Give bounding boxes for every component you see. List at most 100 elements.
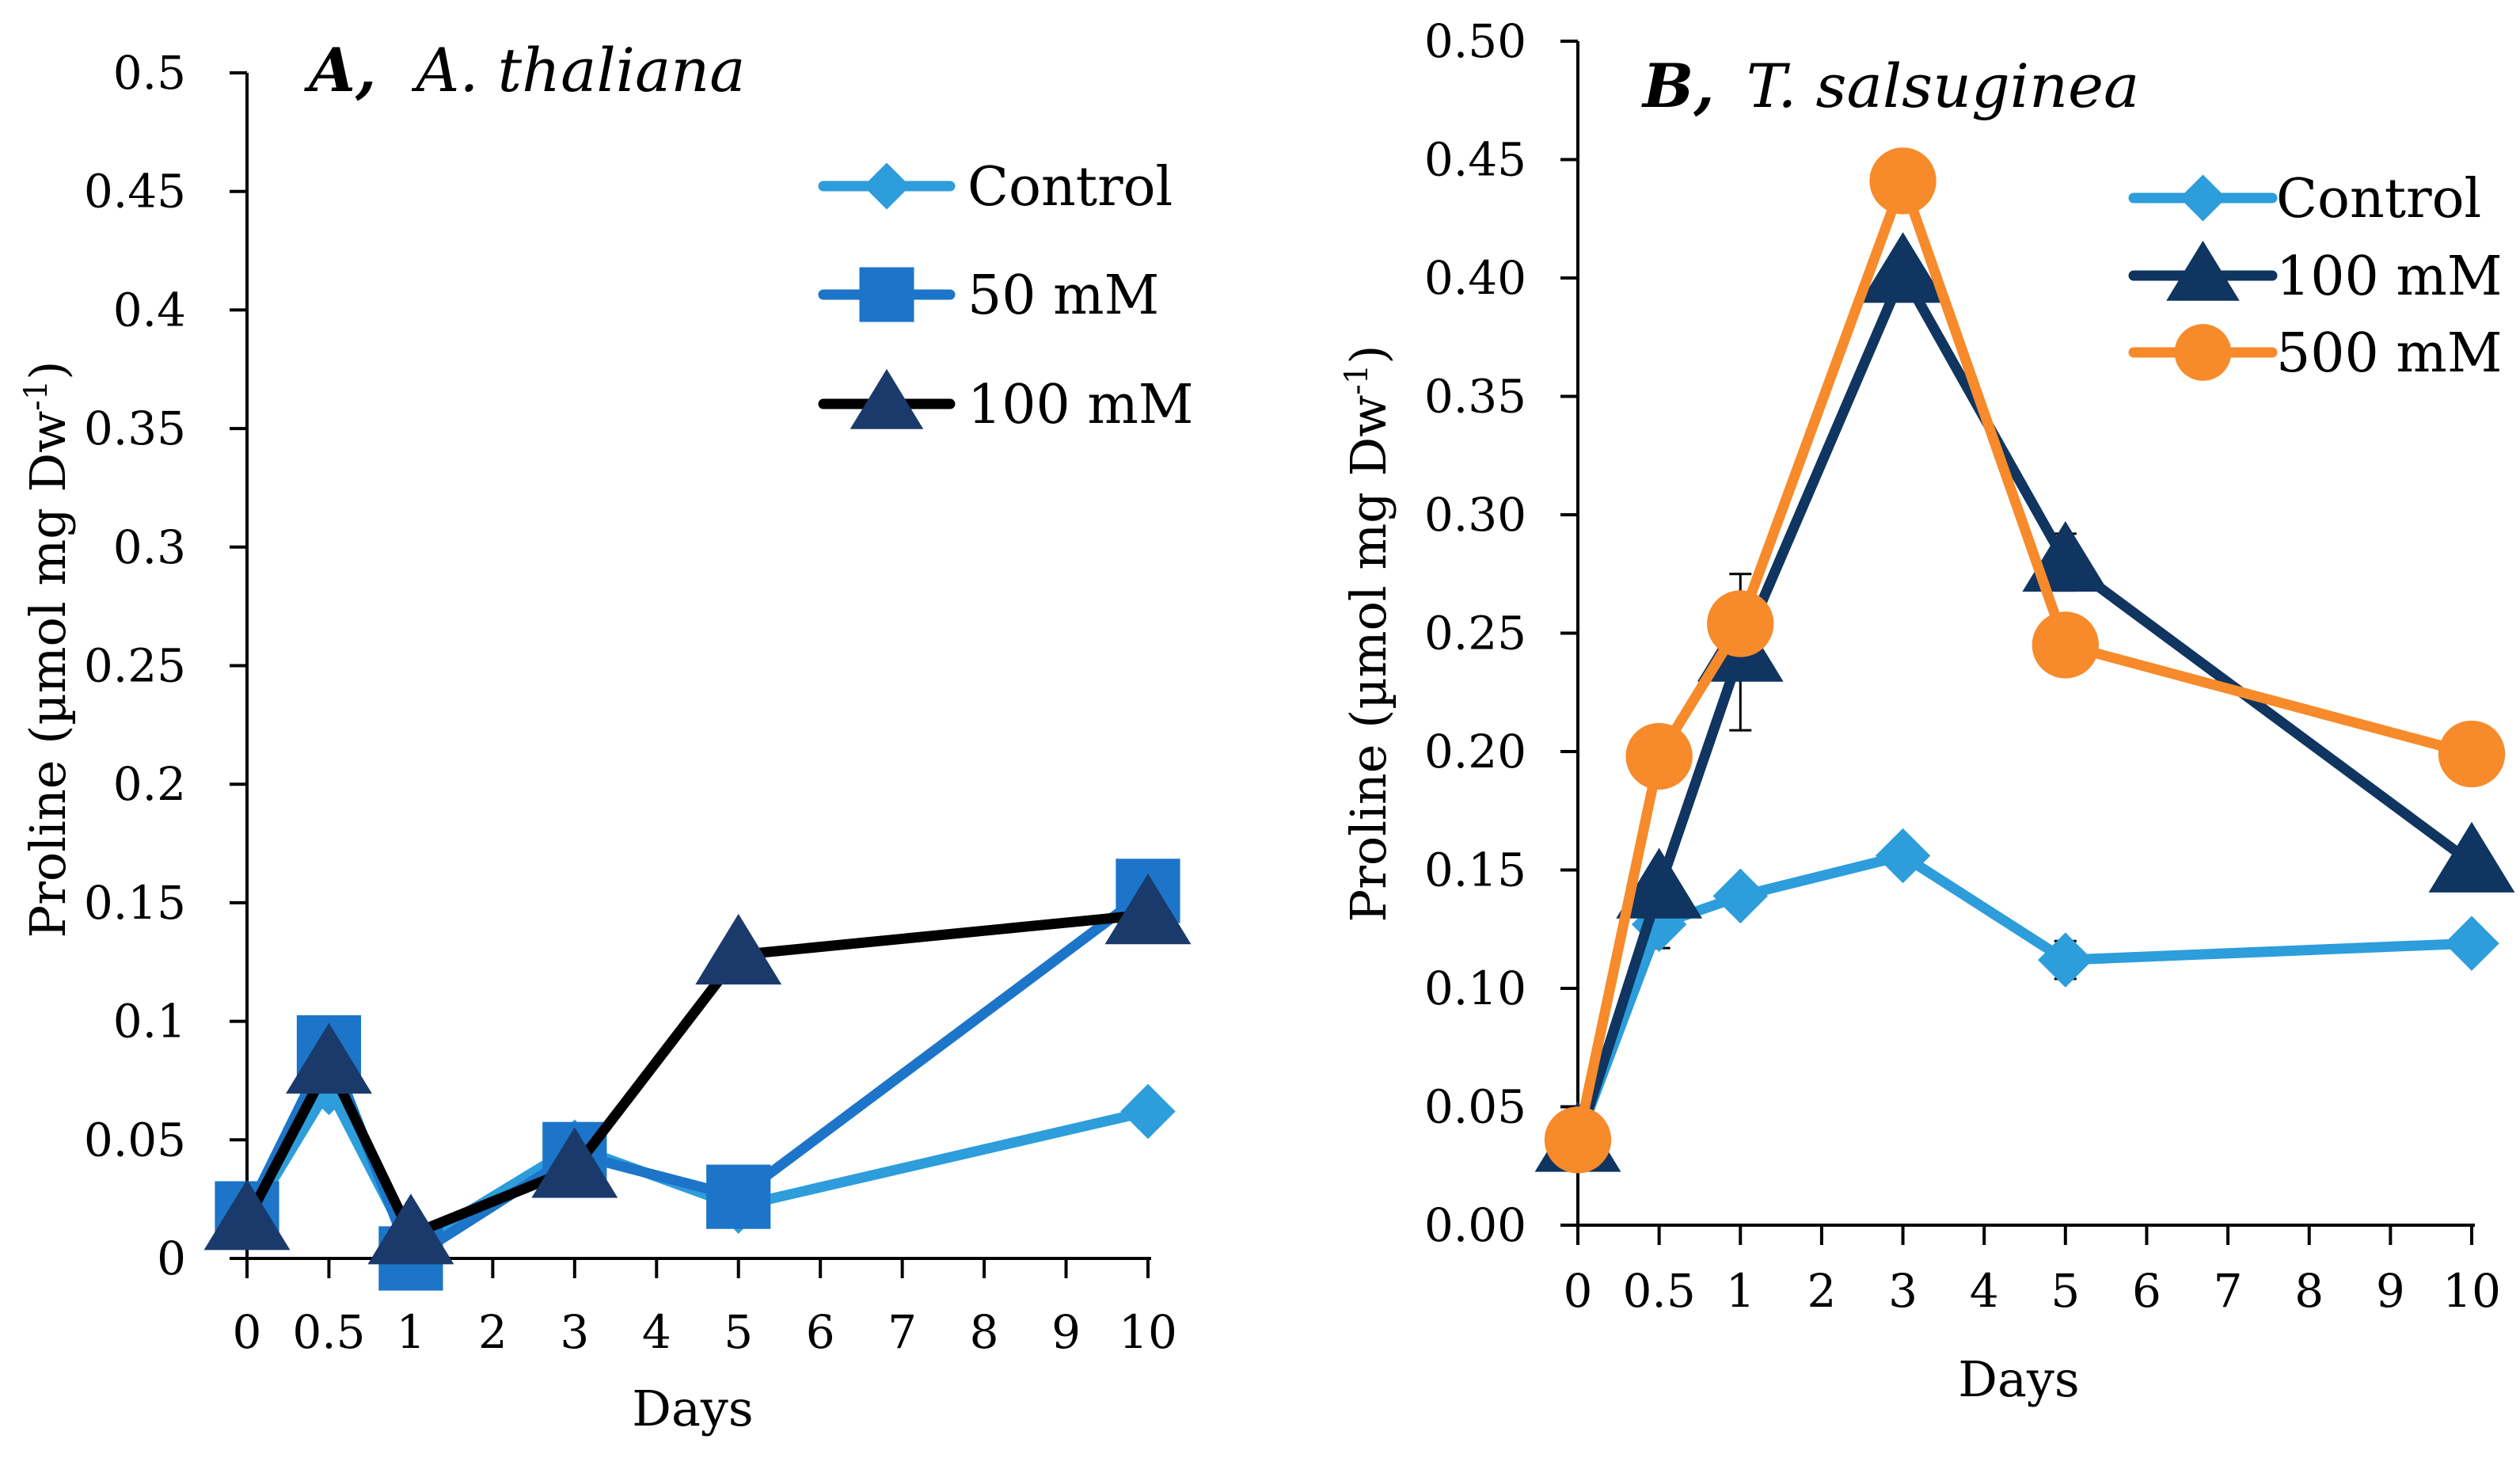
panel-b-y-axis-title: Proline (µmol mg Dw-1) — [1339, 345, 1397, 923]
panel-a-legend: Control 50 mM 100 mM — [818, 156, 1194, 436]
y-tick-label: 0.15 — [84, 876, 186, 930]
y-tick-label: 0.30 — [1424, 488, 1526, 542]
series-500-mm — [1544, 147, 2506, 1174]
x-tick-label: 0.5 — [292, 1305, 365, 1359]
panel-a-thaliana: 0 0.05 0.1 0.15 0.2 0.25 0.3 0.35 0.4 0.45 0.5 0 0.5… — [18, 35, 1194, 1437]
data-point — [203, 1179, 291, 1251]
x-tick-label: 4 — [642, 1305, 671, 1359]
x-tick-label: 5 — [724, 1305, 753, 1359]
data-point — [1544, 1106, 1612, 1174]
data-point — [2438, 720, 2506, 788]
x-tick-label: 0 — [1564, 1264, 1593, 1318]
series-line — [1572, 851, 2477, 1145]
data-point — [1104, 874, 1192, 945]
legend-item: 50 mM — [818, 265, 1159, 327]
legend-item: Control — [818, 156, 1173, 219]
x-tick-label: 0 — [233, 1305, 262, 1359]
data-point — [2428, 821, 2515, 893]
legend-label: 100 mM — [967, 374, 1194, 436]
legend-label: 100 mM — [2276, 246, 2503, 308]
data-point — [2444, 916, 2499, 971]
series-100-mm — [203, 874, 1192, 1265]
y-tick-label: 0.00 — [1424, 1198, 1526, 1252]
data-point — [1707, 590, 1774, 657]
series-line — [241, 885, 1154, 1264]
legend-label: 500 mM — [2276, 322, 2503, 385]
y-tick-label: 0.40 — [1424, 251, 1526, 305]
y-tick-label: 0.35 — [84, 402, 186, 455]
panel-a-axes: 0 0.05 0.1 0.15 0.2 0.25 0.3 0.35 0.4 0.45 0.5 0 0.5… — [84, 46, 1177, 1359]
panel-b-salsuginea: 0.00 0.05 0.10 0.15 0.20 0.25 0.30 0.35 0.40 0.45… — [1339, 14, 2515, 1408]
x-tick-label: 10 — [1119, 1305, 1177, 1359]
data-point — [531, 1127, 618, 1198]
legend-marker — [2174, 324, 2232, 381]
x-tick-label: 6 — [806, 1305, 835, 1359]
x-tick-label: 1 — [1726, 1264, 1755, 1318]
y-tick-label: 0.1 — [113, 995, 186, 1049]
x-tick-label: 6 — [2132, 1264, 2161, 1318]
x-tick-label: 10 — [2442, 1264, 2501, 1318]
panel-b-title: B, T. salsuginea — [1641, 51, 2139, 121]
legend-label: Control — [967, 156, 1173, 219]
y-tick-label: 0.45 — [1424, 133, 1526, 187]
y-tick-label: 0.15 — [1424, 843, 1526, 897]
panel-a-series — [203, 858, 1192, 1291]
legend-item: 500 mM — [2128, 322, 2503, 385]
panel-b-x-axis-title: Days — [1958, 1350, 2080, 1408]
y-tick-label: 0.05 — [1424, 1080, 1526, 1134]
panel-a-title: A, A. thaliana — [304, 35, 746, 105]
panel-b-series — [1534, 147, 2515, 1174]
x-tick-label: 9 — [1051, 1305, 1081, 1359]
legend-label: 50 mM — [967, 265, 1159, 327]
legend-marker — [863, 162, 910, 210]
legend-marker — [850, 368, 924, 429]
data-point — [2038, 932, 2093, 988]
y-tick-label: 0.25 — [1424, 607, 1526, 660]
series-line — [1572, 175, 2477, 1145]
data-point — [1712, 868, 1768, 924]
y-tick-label: 0.3 — [113, 520, 186, 574]
legend-item: Control — [2128, 168, 2481, 230]
legend-marker — [859, 267, 914, 322]
y-tick-label: 0.50 — [1424, 14, 1526, 68]
x-tick-label: 8 — [2294, 1264, 2324, 1318]
x-tick-label: 7 — [2214, 1264, 2243, 1318]
data-point — [1869, 147, 1937, 215]
data-point — [367, 1193, 454, 1265]
data-point — [1616, 847, 1703, 919]
data-point — [1625, 722, 1693, 790]
x-tick-label: 1 — [396, 1305, 425, 1359]
x-tick-label: 9 — [2376, 1264, 2405, 1318]
y-tick-label: 0.45 — [84, 165, 186, 219]
data-point — [1875, 828, 1931, 884]
y-tick-label: 0.25 — [84, 639, 186, 693]
y-tick-label: 0.05 — [84, 1113, 186, 1167]
data-point — [2032, 611, 2099, 679]
y-tick-label: 0.35 — [1424, 370, 1526, 424]
series-control — [1550, 828, 2499, 1168]
data-point — [695, 913, 782, 985]
x-tick-label: 2 — [1807, 1264, 1836, 1318]
legend-item: 100 mM — [818, 368, 1194, 436]
x-tick-label: 7 — [888, 1305, 917, 1359]
legend-marker — [2166, 240, 2240, 301]
data-point — [1860, 232, 1946, 303]
y-tick-label: 0.2 — [113, 757, 186, 811]
panel-b-axes: 0.00 0.05 0.10 0.15 0.20 0.25 0.30 0.35 0.40 0.45… — [1424, 14, 2501, 1318]
data-point — [286, 1022, 372, 1094]
x-tick-label: 3 — [560, 1305, 589, 1359]
legend-label: Control — [2276, 168, 2481, 230]
legend-marker — [2179, 174, 2227, 222]
y-tick-label: 0.20 — [1424, 725, 1526, 778]
legend-item: 100 mM — [2128, 240, 2503, 308]
x-tick-label: 8 — [970, 1305, 999, 1359]
panel-a-y-axis-title: Proline (µmol mg Dw-1) — [18, 361, 77, 938]
y-tick-label: 0.5 — [113, 46, 186, 100]
panel-b-legend: Control 100 mM 500 mM — [2128, 168, 2503, 385]
x-tick-label: 3 — [1888, 1264, 1918, 1318]
x-tick-label: 2 — [478, 1305, 507, 1359]
data-point — [1120, 1083, 1176, 1140]
y-tick-label: 0.10 — [1424, 961, 1526, 1015]
x-tick-label: 0.5 — [1623, 1264, 1696, 1318]
